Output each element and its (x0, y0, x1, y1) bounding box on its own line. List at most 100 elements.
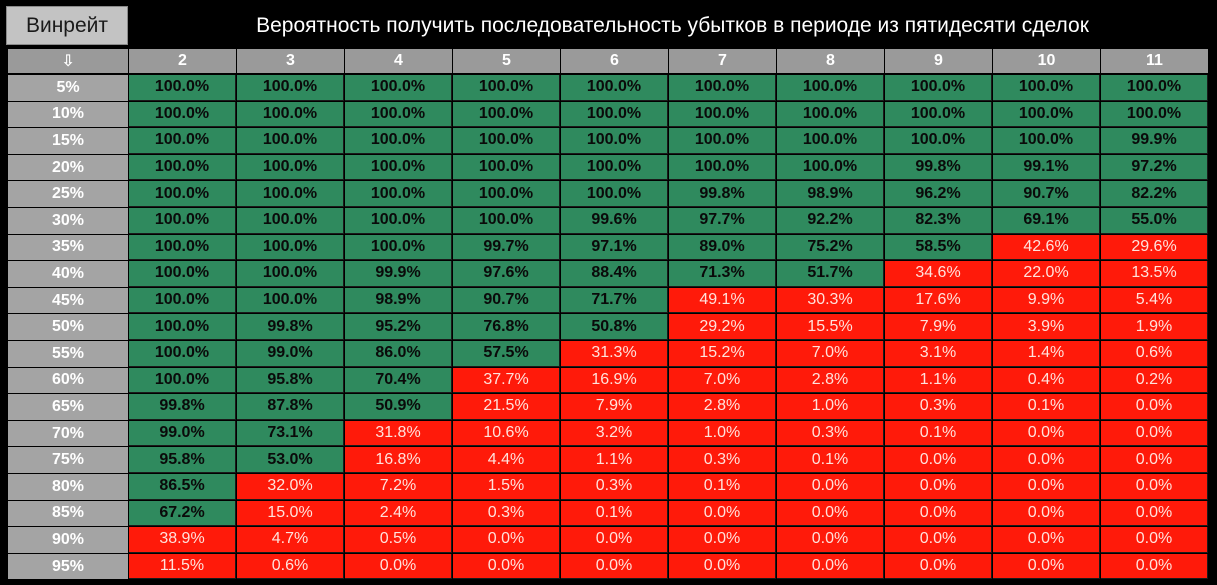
table-cell: 97.1% (561, 234, 668, 261)
table-cell: 0.0% (1101, 420, 1208, 447)
table-cell: 4.7% (237, 527, 344, 553)
table-cell: 32.0% (237, 474, 344, 500)
row-label: 95% (8, 553, 128, 580)
table-cell: 100.0% (129, 154, 236, 181)
table-cell: 100.0% (129, 75, 236, 101)
table-cell: 0.0% (453, 553, 560, 580)
table-cell: 9.9% (993, 287, 1100, 314)
table-cell: 100.0% (453, 75, 560, 101)
table-cell: 0.0% (1101, 553, 1208, 580)
table-cell: 2.8% (669, 394, 776, 420)
table-cell: 0.3% (561, 474, 668, 500)
table-cell: 71.7% (561, 287, 668, 314)
table-cell: 57.5% (453, 341, 560, 367)
table-cell: 3.2% (561, 420, 668, 447)
table-cell: 0.0% (1101, 447, 1208, 473)
table-cell: 100.0% (345, 234, 452, 261)
table-cell: 2.8% (777, 367, 884, 394)
table-cell: 17.6% (885, 287, 992, 314)
table-cell: 100.0% (561, 75, 668, 101)
table-cell: 0.1% (777, 447, 884, 473)
table-cell: 99.8% (669, 181, 776, 207)
table-cell: 0.2% (1101, 367, 1208, 394)
table-cell: 100.0% (129, 287, 236, 314)
table-cell: 100.0% (777, 154, 884, 181)
table-cell: 75.2% (777, 234, 884, 261)
table-cell: 82.3% (885, 208, 992, 234)
table-cell: 98.9% (345, 287, 452, 314)
table-cell: 0.0% (993, 553, 1100, 580)
table-cell: 100.0% (885, 128, 992, 154)
table-cell: 99.9% (345, 261, 452, 287)
row-label: 90% (8, 527, 128, 553)
table-cell: 100.0% (129, 341, 236, 367)
table-cell: 69.1% (993, 208, 1100, 234)
table-cell: 100.0% (777, 101, 884, 128)
table-cell: 86.5% (129, 474, 236, 500)
table-cell: 49.1% (669, 287, 776, 314)
table-cell: 100.0% (345, 75, 452, 101)
table-cell: 100.0% (129, 261, 236, 287)
table-cell: 100.0% (885, 75, 992, 101)
table-cell: 1.4% (993, 341, 1100, 367)
corner-arrow-icon: ⇩ (8, 49, 128, 73)
table-cell: 100.0% (453, 128, 560, 154)
table-cell: 100.0% (129, 367, 236, 394)
table-cell: 100.0% (453, 101, 560, 128)
table-cell: 100.0% (129, 234, 236, 261)
table-cell: 97.7% (669, 208, 776, 234)
row-label: 70% (8, 420, 128, 447)
table-cell: 0.3% (777, 420, 884, 447)
table-cell: 10.6% (453, 420, 560, 447)
table-cell: 100.0% (561, 128, 668, 154)
table-cell: 55.0% (1101, 208, 1208, 234)
table-cell: 15.0% (237, 500, 344, 527)
table-cell: 30.3% (777, 287, 884, 314)
table-cell: 7.0% (669, 367, 776, 394)
table-cell: 90.7% (453, 287, 560, 314)
table-cell: 0.0% (777, 474, 884, 500)
table-cell: 0.0% (1101, 474, 1208, 500)
table-cell: 90.7% (993, 181, 1100, 207)
table-cell: 29.2% (669, 314, 776, 340)
table-cell: 100.0% (345, 208, 452, 234)
table-cell: 7.2% (345, 474, 452, 500)
table-cell: 100.0% (669, 154, 776, 181)
column-header: 6 (561, 49, 668, 73)
row-label: 85% (8, 500, 128, 527)
table-cell: 0.0% (561, 553, 668, 580)
column-header: 9 (885, 49, 992, 73)
table-cell: 92.2% (777, 208, 884, 234)
table-cell: 0.4% (993, 367, 1100, 394)
table-cell: 29.6% (1101, 234, 1208, 261)
table-cell: 70.4% (345, 367, 452, 394)
table-cell: 0.1% (669, 474, 776, 500)
column-header: 11 (1101, 49, 1208, 73)
table-cell: 97.2% (1101, 154, 1208, 181)
table-cell: 0.0% (885, 553, 992, 580)
table-cell: 58.5% (885, 234, 992, 261)
table-cell: 100.0% (561, 101, 668, 128)
table-cell: 34.6% (885, 261, 992, 287)
table-cell: 100.0% (237, 208, 344, 234)
table-cell: 99.8% (885, 154, 992, 181)
table-cell: 31.3% (561, 341, 668, 367)
table-cell: 99.8% (237, 314, 344, 340)
table-cell: 73.1% (237, 420, 344, 447)
table-cell: 100.0% (885, 101, 992, 128)
table-cell: 0.6% (237, 553, 344, 580)
row-label: 50% (8, 314, 128, 340)
row-label: 35% (8, 234, 128, 261)
column-header: 4 (345, 49, 452, 73)
table-cell: 99.9% (1101, 128, 1208, 154)
table-cell: 0.0% (1101, 527, 1208, 553)
table-cell: 1.1% (885, 367, 992, 394)
table-cell: 100.0% (237, 261, 344, 287)
table-cell: 0.0% (777, 553, 884, 580)
table-cell: 100.0% (237, 234, 344, 261)
table-cell: 76.8% (453, 314, 560, 340)
table-cell: 100.0% (237, 75, 344, 101)
row-label: 15% (8, 128, 128, 154)
winrate-button[interactable]: Винрейт (6, 6, 128, 45)
row-label: 75% (8, 447, 128, 473)
